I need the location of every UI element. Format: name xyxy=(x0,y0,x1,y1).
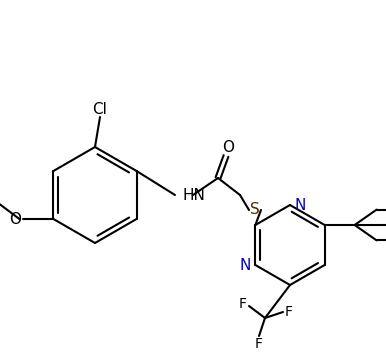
Text: F: F xyxy=(239,297,247,311)
Text: S: S xyxy=(250,202,260,218)
Text: O: O xyxy=(222,140,234,156)
Text: N: N xyxy=(294,198,305,212)
Text: F: F xyxy=(285,305,293,319)
Text: F: F xyxy=(255,337,263,351)
Text: N: N xyxy=(240,257,251,273)
Text: O: O xyxy=(9,211,22,227)
Text: HN: HN xyxy=(183,188,206,202)
Text: Cl: Cl xyxy=(93,101,107,117)
